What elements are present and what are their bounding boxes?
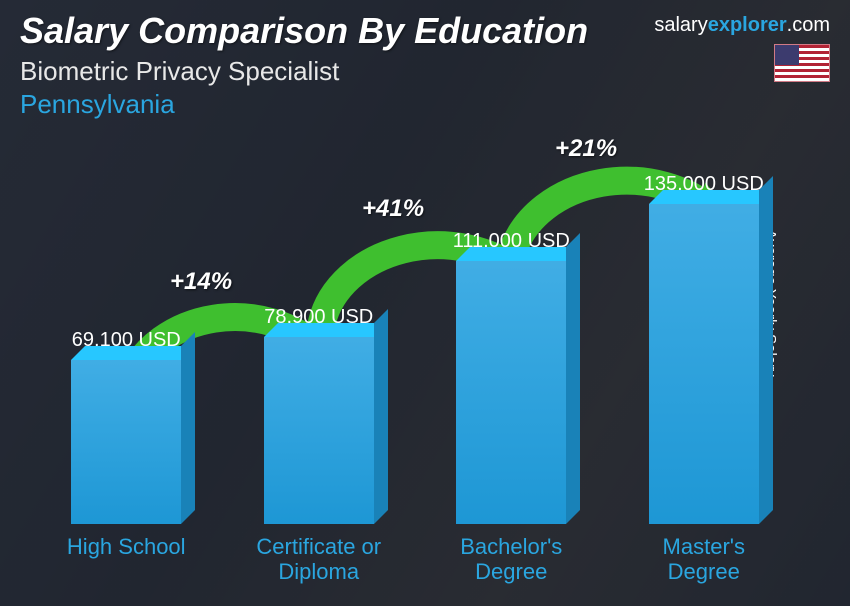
bar-group: 78,900 USD Certificate orDiploma [229,306,409,586]
flag-icon [774,44,830,82]
brand-suffix: .com [787,14,830,36]
increase-percent-label: +41% [362,195,424,223]
bar [456,261,566,524]
brand-plain: salary [654,14,707,36]
increase-percent-label: +21% [555,135,617,163]
increase-percent-label: +14% [170,268,232,296]
bar [71,360,181,524]
bar-category-label: Certificate orDiploma [256,534,381,586]
bar-category-label: High School [67,534,186,586]
bar-category-label: Bachelor'sDegree [460,534,562,586]
bar-group: 111,000 USD Bachelor'sDegree [421,230,601,586]
brand-logo: salaryexplorer.com [654,14,830,37]
chart-location: Pennsylvania [20,89,830,120]
bar [264,337,374,524]
bar-group: 69,100 USD High School [36,329,216,586]
bar-category-label: Master'sDegree [663,534,745,586]
chart-subtitle: Biometric Privacy Specialist [20,56,830,87]
bar [649,204,759,524]
brand-bold: explorer [708,14,787,36]
bar-group: 135,000 USD Master'sDegree [614,173,794,586]
